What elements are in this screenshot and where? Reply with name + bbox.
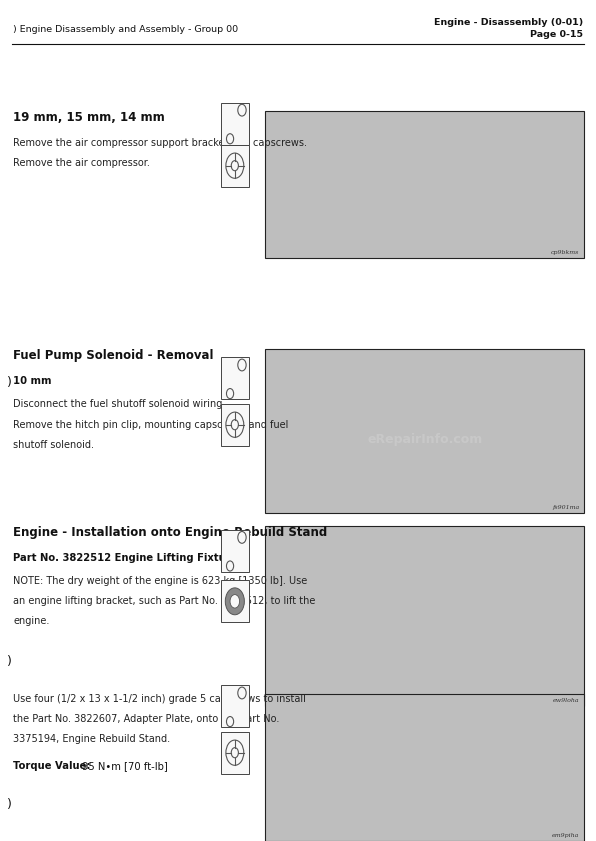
Text: 19 mm, 15 mm, 14 mm: 19 mm, 15 mm, 14 mm [13,111,165,124]
Text: fs901ma: fs901ma [552,505,579,510]
Text: Torque Value:: Torque Value: [13,761,91,771]
Bar [221,404,249,446]
Text: 3375194, Engine Rebuild Stand.: 3375194, Engine Rebuild Stand. [13,734,170,744]
Bar [221,145,249,187]
Text: Use four (1/2 x 13 x 1-1/2 inch) grade 5 capscrews to install: Use four (1/2 x 13 x 1-1/2 inch) grade 5… [13,694,306,704]
Text: Engine - Installation onto Engine Rebuild Stand: Engine - Installation onto Engine Rebuil… [13,526,327,538]
Bar [265,526,584,706]
Bar [221,103,249,145]
Bar [221,530,249,572]
Text: em9piha: em9piha [552,833,579,838]
Text: an engine lifting bracket, such as Part No. 3822512, to lift the: an engine lifting bracket, such as Part … [13,596,315,606]
Text: Remove the air compressor.: Remove the air compressor. [13,158,150,168]
Bar [265,111,584,258]
Bar [265,349,584,513]
Bar [221,357,249,399]
Text: 95 N•m [70 ft-lb]: 95 N•m [70 ft-lb] [82,761,167,771]
Bar [221,580,249,622]
Bar [221,732,249,774]
Text: ): ) [7,798,12,811]
Text: NOTE: The dry weight of the engine is 623 kg [1350 lb]. Use: NOTE: The dry weight of the engine is 62… [13,576,308,586]
Text: Remove the air compressor support bracket and capscrews.: Remove the air compressor support bracke… [13,138,307,148]
Text: ew9loha: ew9loha [552,698,579,703]
Text: 10 mm: 10 mm [13,376,52,386]
Text: Fuel Pump Solenoid - Removal: Fuel Pump Solenoid - Removal [13,349,213,362]
Text: ): ) [7,376,12,389]
Text: Page 0-15: Page 0-15 [530,29,583,39]
Text: engine.: engine. [13,616,49,627]
Text: the Part No. 3822607, Adapter Plate, onto the Part No.: the Part No. 3822607, Adapter Plate, ont… [13,714,280,724]
Text: Engine - Disassembly (0-01): Engine - Disassembly (0-01) [434,18,583,27]
Text: shutoff solenoid.: shutoff solenoid. [13,440,94,450]
Circle shape [230,595,240,608]
Bar [265,694,584,841]
Text: Part No. 3822512 Engine Lifting Fixture: Part No. 3822512 Engine Lifting Fixture [13,553,238,563]
Text: eRepairInfo.com: eRepairInfo.com [367,433,482,446]
Text: Disconnect the fuel shutoff solenoid wiring.: Disconnect the fuel shutoff solenoid wir… [13,399,225,410]
Text: ) Engine Disassembly and Assembly - Group 00: ) Engine Disassembly and Assembly - Grou… [13,24,238,34]
Text: Remove the hitch pin clip, mounting capscrews and fuel: Remove the hitch pin clip, mounting caps… [13,420,288,430]
Circle shape [225,588,244,615]
Text: ): ) [7,655,12,668]
Text: cp9bkms: cp9bkms [551,250,579,255]
Bar [221,685,249,727]
